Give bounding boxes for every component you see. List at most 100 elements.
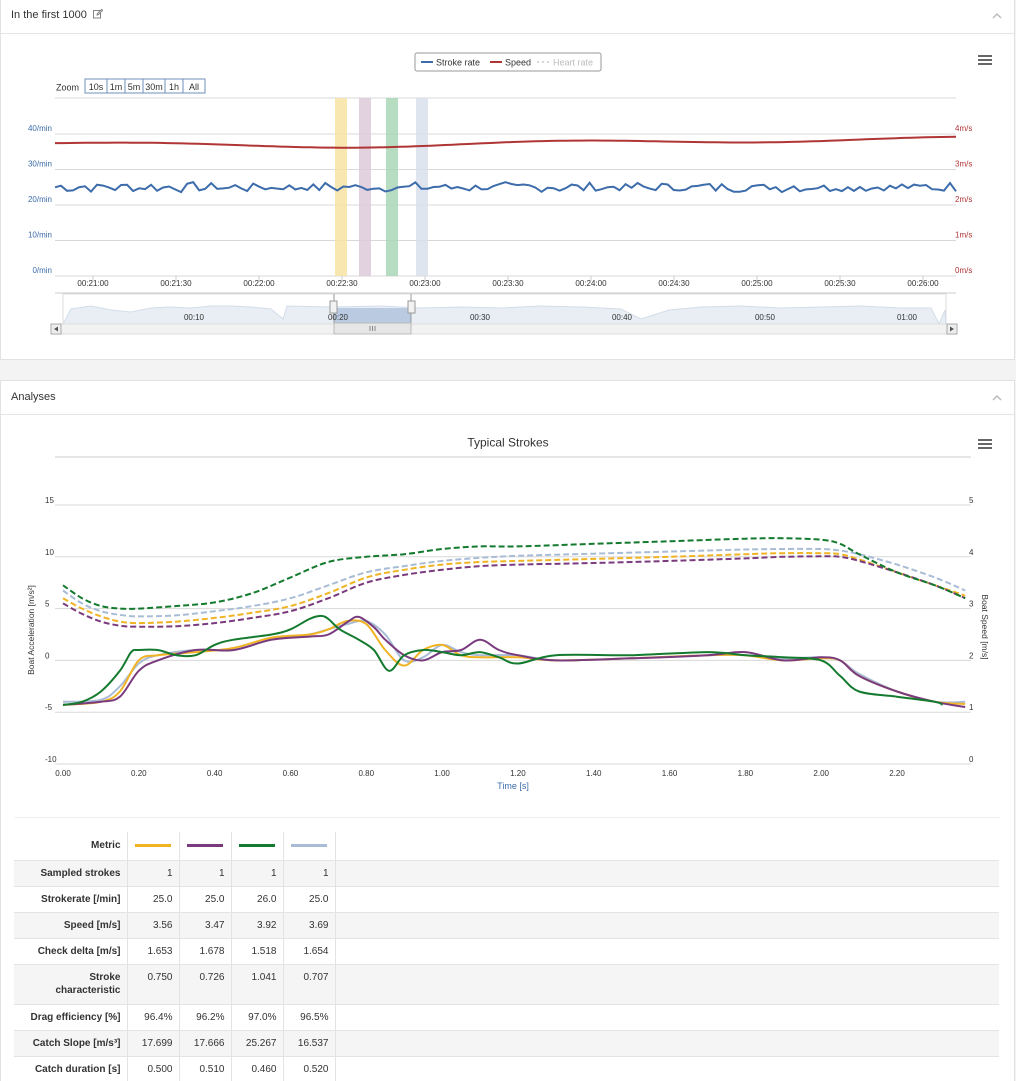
metric-value: 1.653 bbox=[126, 938, 179, 965]
analyses-panel-header[interactable]: Analyses bbox=[1, 381, 1014, 415]
zoom-button-10s[interactable]: 10s bbox=[84, 78, 108, 94]
legend-label-speed: Speed bbox=[505, 58, 531, 68]
panel-title: In the first 1000 bbox=[11, 9, 103, 21]
left-axis-tick-label: 20/min bbox=[28, 195, 52, 204]
navigator-left-handle[interactable] bbox=[329, 300, 338, 314]
series-2-swatch bbox=[187, 844, 223, 848]
navigator-tick-label: 00:50 bbox=[755, 313, 776, 322]
navigator-tick-label: 00:30 bbox=[470, 313, 491, 322]
metric-label: Catch Slope [m/s³] bbox=[14, 1030, 127, 1057]
metric-value: 96.5% bbox=[282, 1004, 335, 1031]
speed-series-line bbox=[55, 135, 957, 149]
first-1000-panel-header[interactable]: In the first 1000 bbox=[1, 0, 1014, 34]
boat-speed-line-3 bbox=[62, 537, 966, 610]
chevron-up-icon[interactable] bbox=[992, 394, 1002, 402]
metric-label: Stroke characteristic bbox=[14, 964, 127, 1005]
zoom-button-1m[interactable]: 1m bbox=[106, 78, 126, 94]
zoom-button-label: 1m bbox=[110, 82, 123, 92]
right-axis-tick-label: 3 bbox=[969, 600, 974, 609]
navigator-tick-label: 00:40 bbox=[612, 313, 633, 322]
navigator-right-handle[interactable] bbox=[407, 300, 416, 314]
right-axis-tick-label: 1m/s bbox=[955, 231, 972, 240]
stroke-highlight-band[interactable] bbox=[359, 98, 371, 276]
timeline-legend-box bbox=[414, 52, 602, 72]
x-tick-label: 00:22:30 bbox=[326, 279, 358, 288]
scrollbar-track[interactable] bbox=[50, 323, 958, 335]
zoom-button-all[interactable]: All bbox=[182, 78, 206, 94]
metric-value: 25.0 bbox=[282, 886, 335, 913]
table-filler bbox=[334, 964, 999, 1005]
left-axis-tick-label: 10/min bbox=[28, 231, 52, 240]
metric-value: 3.92 bbox=[230, 912, 283, 939]
zoom-button-30m[interactable]: 30m bbox=[142, 78, 166, 94]
zoom-button-label: 5m bbox=[128, 82, 141, 92]
chevron-up-icon[interactable] bbox=[992, 12, 1002, 20]
metric-value: 0.510 bbox=[178, 1056, 231, 1081]
metric-value: 3.47 bbox=[178, 912, 231, 939]
x-tick-label: 00:23:30 bbox=[492, 279, 524, 288]
legend-item-stroke-rate[interactable]: Stroke rate bbox=[421, 58, 480, 68]
navigator-tick-label: 00:10 bbox=[184, 313, 205, 322]
metric-value: 1 bbox=[282, 860, 335, 887]
table-divider bbox=[15, 817, 1000, 818]
zoom-button-label: 1h bbox=[169, 82, 179, 92]
left-axis-tick-label: 15 bbox=[45, 496, 54, 505]
metric-value: 16.537 bbox=[282, 1030, 335, 1057]
strokes-chart-menu-icon[interactable] bbox=[978, 439, 992, 451]
table-filler bbox=[334, 886, 999, 913]
x-tick-label: 1.20 bbox=[510, 769, 526, 778]
x-tick-label: 0.20 bbox=[131, 769, 147, 778]
stroke-highlight-band[interactable] bbox=[416, 98, 428, 276]
boat-speed-line-2 bbox=[62, 555, 966, 628]
zoom-button-1h[interactable]: 1h bbox=[164, 78, 184, 94]
table-row: Stroke characteristic 0.750 0.726 1.041 0.70… bbox=[14, 964, 999, 1005]
zoom-selector: Zoom 10s 1m 5m 30m 1h All bbox=[56, 78, 206, 94]
navigator-scrollbar[interactable] bbox=[50, 322, 958, 335]
right-axis-tick-label: 3m/s bbox=[955, 160, 972, 169]
table-filler bbox=[334, 860, 999, 887]
left-axis-tick-label: 5 bbox=[45, 600, 50, 609]
legend-item-speed[interactable]: Speed bbox=[490, 58, 531, 68]
left-axis-tick-label: 0/min bbox=[32, 266, 52, 275]
metric-value: 1 bbox=[126, 860, 179, 887]
x-tick-label: 2.20 bbox=[889, 769, 905, 778]
x-tick-label: 2.00 bbox=[813, 769, 829, 778]
stroke-highlight-band[interactable] bbox=[386, 98, 398, 276]
timeline-chart-menu-icon[interactable] bbox=[978, 55, 992, 67]
timeline-legend: Stroke rate Speed Heart rate bbox=[414, 52, 602, 72]
metric-value: 96.4% bbox=[126, 1004, 179, 1031]
metric-value: 3.69 bbox=[282, 912, 335, 939]
metric-value: 1.518 bbox=[230, 938, 283, 965]
right-axis-tick-label: 2m/s bbox=[955, 195, 972, 204]
table-filler bbox=[334, 832, 999, 861]
metric-label: Sampled strokes bbox=[14, 860, 127, 887]
left-axis-tick-label: 30/min bbox=[28, 160, 52, 169]
strokes-chart-title: Typical Strokes bbox=[467, 436, 548, 450]
table-filler bbox=[334, 1030, 999, 1057]
legend-item-heart-rate[interactable]: Heart rate bbox=[537, 58, 593, 68]
analyses-title: Analyses bbox=[11, 391, 56, 403]
edit-icon[interactable] bbox=[92, 9, 103, 19]
x-tick-label: 00:21:30 bbox=[160, 279, 192, 288]
table-row: Catch duration [s] 0.500 0.510 0.460 0.520 bbox=[14, 1056, 999, 1081]
metric-value: 25.267 bbox=[230, 1030, 283, 1057]
scrollbar-thumb-grip-icon bbox=[369, 326, 376, 331]
metric-value: 1 bbox=[230, 860, 283, 887]
x-tick-label: 1.00 bbox=[434, 769, 450, 778]
metrics-header-row: Metric bbox=[14, 832, 999, 861]
table-row: Drag efficiency [%] 96.4% 96.2% 97.0% 96.5% bbox=[14, 1004, 999, 1031]
table-row: Strokerate [/min] 25.0 25.0 26.0 25.0 bbox=[14, 886, 999, 913]
table-filler bbox=[334, 912, 999, 939]
stroke-rate-series-line bbox=[54, 181, 957, 194]
metrics-table: Metric Sampled strokes 1 1 1 1 Strokerate [/m… bbox=[14, 832, 999, 1081]
boat-acceleration-line-4 bbox=[62, 619, 966, 704]
timeline-chart: Stroke rate Speed Heart rate Zoom 10s 1m 5… bbox=[28, 52, 972, 335]
x-tick-label: 0.60 bbox=[283, 769, 299, 778]
arrow-left-icon bbox=[54, 326, 58, 332]
boat-acceleration-line-3 bbox=[62, 614, 943, 706]
table-filler bbox=[334, 938, 999, 965]
x-tick-label: 00:26:00 bbox=[907, 279, 939, 288]
x-tick-label: 00:24:30 bbox=[658, 279, 690, 288]
zoom-button-5m[interactable]: 5m bbox=[124, 78, 144, 94]
x-tick-label: 0.40 bbox=[207, 769, 223, 778]
